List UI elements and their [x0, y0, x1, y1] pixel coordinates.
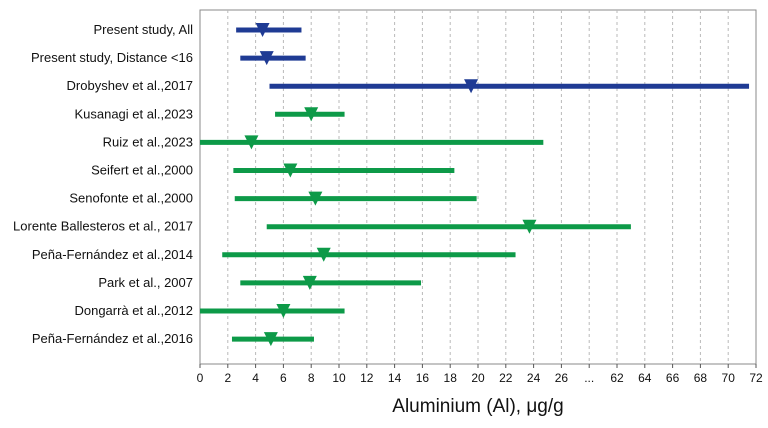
x-tick-label: 72	[749, 371, 763, 385]
row-label: Drobyshev et al.,2017	[67, 78, 193, 93]
x-tick-label: 0	[197, 371, 204, 385]
row-label: Peña-Fernández et al.,2016	[32, 331, 193, 346]
x-tick-label: 20	[471, 371, 485, 385]
row-label: Present study, All	[94, 22, 194, 37]
x-tick-label: 64	[638, 371, 652, 385]
x-tick-label: 6	[280, 371, 287, 385]
row-label: Dongarrà et al.,2012	[74, 303, 193, 318]
median-marker	[304, 107, 319, 122]
median-marker	[255, 23, 270, 37]
x-tick-label: 16	[416, 371, 430, 385]
median-marker	[522, 219, 537, 234]
x-tick-label: 22	[499, 371, 513, 385]
x-axis-title: Aluminium (Al), μg/g	[392, 396, 564, 417]
median-marker	[244, 135, 259, 150]
median-marker	[259, 51, 274, 66]
x-tick-label: 8	[308, 371, 315, 385]
x-tick-label: 66	[666, 371, 680, 385]
x-tick-label: 14	[388, 371, 402, 385]
row-label: Ruiz et al.,2023	[103, 134, 193, 149]
median-marker	[464, 79, 479, 94]
row-label: Kusanagi et al.,2023	[74, 106, 193, 121]
median-marker	[276, 304, 291, 318]
median-marker	[302, 275, 317, 290]
x-tick-label: 26	[555, 371, 569, 385]
row-label: Peña-Fernández et al.,2014	[32, 247, 193, 262]
x-tick-label: 2	[224, 371, 231, 385]
median-marker	[316, 247, 331, 262]
x-tick-label: ...	[584, 371, 594, 385]
x-tick-label: 10	[332, 371, 346, 385]
median-marker	[308, 191, 323, 206]
x-tick-label: 12	[360, 371, 374, 385]
x-tick-label: 4	[252, 371, 259, 385]
median-marker	[283, 163, 298, 178]
x-tick-label: 68	[694, 371, 708, 385]
x-tick-label: 70	[722, 371, 736, 385]
x-tick-label: 18	[444, 371, 458, 385]
row-label: Park et al., 2007	[98, 275, 193, 290]
median-marker	[263, 332, 278, 347]
row-label: Present study, Distance <16	[31, 50, 193, 65]
row-label: Senofonte et al.,2000	[69, 191, 193, 206]
row-label: Seifert et al.,2000	[91, 163, 193, 178]
x-tick-label: 24	[527, 371, 541, 385]
x-tick-label: 62	[610, 371, 624, 385]
row-label: Lorente Ballesteros et al., 2017	[13, 219, 193, 234]
